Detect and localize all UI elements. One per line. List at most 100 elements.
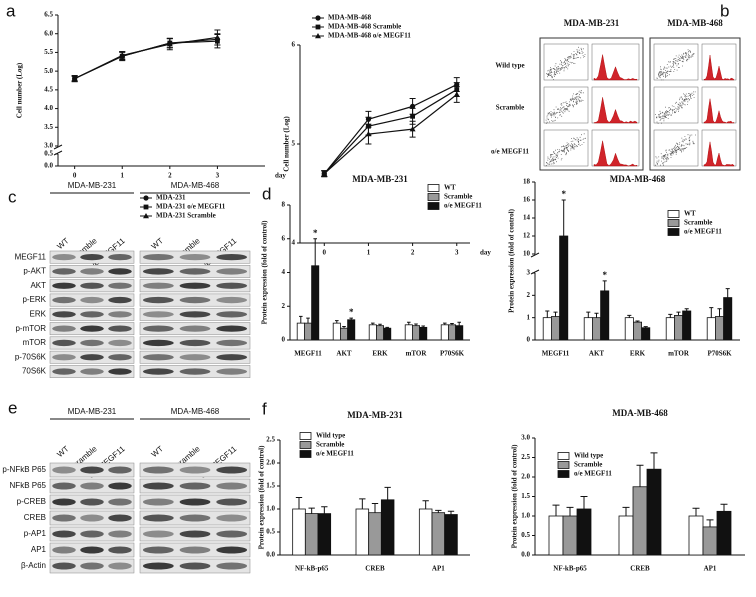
legend-marker <box>315 15 321 21</box>
blot-band <box>179 254 211 261</box>
chart-title: MDA-MB-231 <box>352 174 408 184</box>
legend-marker <box>143 204 149 210</box>
blot-band <box>108 254 132 261</box>
series-line <box>323 94 458 175</box>
bar <box>304 513 319 556</box>
blot-band <box>216 325 248 332</box>
blot-band <box>80 498 104 506</box>
bar <box>303 322 312 341</box>
bar <box>702 526 718 556</box>
x-tick-label: P70S6K <box>707 350 732 358</box>
error-bar <box>622 506 630 516</box>
bar <box>431 512 446 556</box>
error-bar <box>359 498 366 509</box>
y-tick-label: 0.0 <box>44 162 53 170</box>
series-line <box>323 84 458 175</box>
x-tick-label: NF-kB-p65 <box>553 565 587 573</box>
row-label: AP1 <box>31 545 47 554</box>
blot-band <box>142 325 174 332</box>
error-bar <box>602 280 607 291</box>
y-tick-label: 1.0 <box>266 505 275 513</box>
y-tick-label: 0 <box>282 336 286 344</box>
y-tick-label: 10 <box>523 250 531 258</box>
blot-band <box>52 498 76 506</box>
error-bar <box>676 311 681 316</box>
x-tick-label: AKT <box>589 350 605 358</box>
error-bar <box>561 199 566 236</box>
blot-band <box>80 339 104 347</box>
blot-band <box>80 562 104 570</box>
legend-swatch <box>557 470 570 478</box>
marker <box>409 103 416 109</box>
y-tick-label: 8 <box>282 201 286 209</box>
bar <box>592 317 602 341</box>
chart-title: MDA-MB-468 <box>612 408 668 418</box>
y-tick-label: 5 <box>292 140 296 148</box>
legend-label: Wild type <box>316 432 345 440</box>
x-tick-label: MEGF11 <box>294 350 322 358</box>
blot-band <box>216 530 248 538</box>
blot-band <box>216 311 248 318</box>
y-tick-label: 6.5 <box>44 11 53 19</box>
bar <box>380 499 395 556</box>
blot-band <box>80 325 104 332</box>
x-tick-label: 3 <box>455 249 459 257</box>
legend-label: Scramble <box>316 441 344 449</box>
error-bar <box>566 506 574 516</box>
bar <box>618 515 634 556</box>
y-tick-label: 5.5 <box>44 48 53 56</box>
blot-band <box>179 562 211 570</box>
x-tick-label: ERK <box>630 350 646 358</box>
blot-band <box>179 514 211 522</box>
y-tick-label: 14 <box>523 214 531 222</box>
error-bar <box>692 507 700 516</box>
blot-band <box>142 530 174 538</box>
legend-label: o/e MEGF11 <box>444 202 482 210</box>
error-bar <box>308 507 315 514</box>
bar <box>419 326 428 341</box>
blot-band <box>216 546 248 554</box>
blot-band <box>108 530 132 538</box>
blot-band <box>179 466 211 474</box>
blot-band <box>179 311 211 318</box>
bar <box>682 310 692 341</box>
x-tick-label: AP1 <box>432 565 445 573</box>
row-label: CREB <box>24 513 46 522</box>
blot-band <box>108 282 132 289</box>
y-tick-label: 0.5 <box>44 150 53 158</box>
error-bar <box>335 320 339 324</box>
error-bar <box>586 311 591 318</box>
blot-band <box>142 562 174 570</box>
x-tick-label: 3 <box>216 172 220 180</box>
flow-box <box>539 37 644 171</box>
legend-label: o/e MEGF11 <box>574 470 612 478</box>
blot-band <box>80 368 104 375</box>
error-bar <box>717 308 722 317</box>
blot-band <box>142 311 174 318</box>
blot-band <box>179 498 211 506</box>
bar <box>716 510 732 556</box>
error-bar <box>306 317 310 324</box>
x-tick-label: CREB <box>365 565 385 573</box>
y-tick-label: 2.5 <box>266 436 275 444</box>
blot-band <box>108 466 132 474</box>
legend-swatch <box>667 219 680 227</box>
blot-band <box>52 546 76 554</box>
scatter-dots <box>655 134 696 166</box>
error-bar <box>668 313 673 318</box>
bar <box>339 327 348 341</box>
y-axis-label: Protein expression (fold of control) <box>511 444 519 548</box>
blot-strip <box>139 250 251 264</box>
y-tick-label: 1.0 <box>521 512 530 520</box>
blot-band <box>108 498 132 506</box>
bar <box>641 327 651 341</box>
marker <box>453 91 460 97</box>
legend-swatch <box>667 210 680 218</box>
row-label: p-AP1 <box>24 529 47 538</box>
bar <box>368 324 377 341</box>
row-label: MEGF11 <box>15 252 47 261</box>
bar <box>447 324 456 341</box>
y-tick-label: 3.5 <box>44 123 53 131</box>
legend-label: o/e MEGF11 <box>316 450 354 458</box>
blot-band <box>52 339 76 347</box>
